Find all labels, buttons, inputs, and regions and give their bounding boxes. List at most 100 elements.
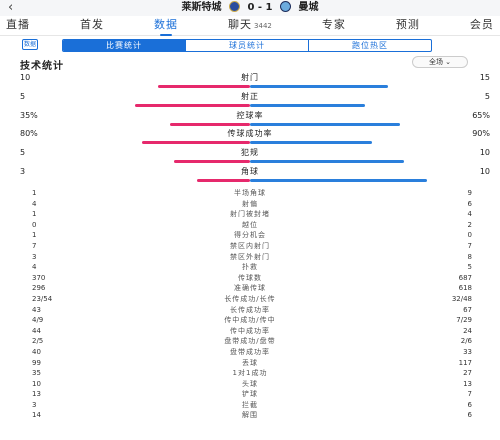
bar-stat-row: 10 射门 15 xyxy=(0,73,500,97)
home-value: 7 xyxy=(32,241,37,250)
away-value: 67 xyxy=(463,305,472,314)
home-value: 1 xyxy=(32,210,37,219)
away-value: 117 xyxy=(458,358,472,367)
home-value: 1 xyxy=(32,231,37,240)
away-bar-track xyxy=(250,141,480,145)
sub-tab[interactable]: 比赛统计 xyxy=(63,40,185,51)
home-value: 13 xyxy=(32,390,41,399)
stat-row: 1 半场角球 9 xyxy=(0,188,500,199)
stat-label: 射门被封堵 xyxy=(230,210,270,219)
stat-label: 1对1成功 xyxy=(232,369,268,378)
stat-row: 7 禁区内射门 7 xyxy=(0,241,500,252)
home-bar xyxy=(169,122,250,126)
stat-row: 370 传球数 687 xyxy=(0,273,500,284)
stat-row: 35 1对1成功 27 xyxy=(0,368,500,379)
away-bar-track xyxy=(250,160,480,164)
score: 0 - 1 xyxy=(247,2,273,13)
stat-label: 半场角球 xyxy=(234,189,266,197)
away-value: 5 xyxy=(467,263,472,272)
sub-tab[interactable]: 跑位热区 xyxy=(308,40,431,51)
stat-label: 射正 xyxy=(241,91,259,101)
nav-tab[interactable]: 首发 xyxy=(80,16,104,35)
away-bar-track xyxy=(250,179,480,182)
home-value: 3 xyxy=(32,252,37,261)
stat-label: 犯规 xyxy=(241,148,259,158)
home-bar-track xyxy=(20,122,250,126)
away-value: 24 xyxy=(463,326,472,335)
home-value: 14 xyxy=(32,411,41,420)
stat-row: 43 长传成功率 67 xyxy=(0,305,500,316)
away-bar xyxy=(250,141,372,145)
away-value: 2 xyxy=(467,220,472,229)
away-value: 6 xyxy=(467,199,472,208)
nav-tab[interactable]: 直播 xyxy=(6,16,30,35)
nav-tab[interactable]: 专家 xyxy=(322,16,346,35)
away-bar xyxy=(250,179,428,182)
nav-tab[interactable]: 数据 xyxy=(154,16,178,36)
away-value: 7/29 xyxy=(456,316,472,325)
stat-label: 控球率 xyxy=(236,110,264,120)
match-header: ‹ 莱斯特城 0 - 1 曼城 xyxy=(0,0,500,16)
stat-row: 4 射偏 6 xyxy=(0,199,500,210)
stat-label: 角球 xyxy=(241,167,259,176)
home-bar-track xyxy=(20,85,250,88)
home-team-name: 莱斯特城 xyxy=(181,2,222,13)
away-value: 33 xyxy=(463,347,472,356)
stat-row: 40 盘带成功率 33 xyxy=(0,347,500,358)
away-value: 7 xyxy=(467,241,472,250)
stats-chart-icon[interactable]: 数据 xyxy=(22,39,38,50)
away-bar-track xyxy=(250,85,480,88)
home-value: 10 xyxy=(20,73,31,82)
sub-tab-bar: 数据 比赛统计 球员统计 跑位热区 xyxy=(0,36,500,54)
scope-dropdown[interactable]: 全场 ⌄ xyxy=(412,56,468,68)
away-bar xyxy=(250,85,388,88)
stat-row: 1 得分机会 0 xyxy=(0,230,500,241)
away-bar xyxy=(250,103,365,107)
home-value: 3 xyxy=(20,167,26,176)
stat-row: 2/5 盘带成功/盘带 2/6 xyxy=(0,336,500,347)
main-nav: 直播 首发 数据 聊天 3442 专家 预测 会员 xyxy=(0,16,500,36)
detailed-stats-list: 1 半场角球 9 4 射偏 6 1 射门被封堵 4 0 越位 2 1 得分机会 0 7 禁区内射门 7 3 禁区外射门… xyxy=(0,188,500,421)
stat-label: 射偏 xyxy=(242,199,258,208)
home-value: 10 xyxy=(32,379,41,388)
stat-row: 296 准确传球 618 xyxy=(0,283,500,294)
home-bar xyxy=(141,141,250,145)
nav-tab[interactable]: 预测 xyxy=(396,16,420,35)
nav-tab[interactable]: 会员 xyxy=(470,16,494,35)
home-value: 99 xyxy=(32,358,41,367)
nav-tab-label: 首发 xyxy=(80,18,105,31)
back-icon[interactable]: ‹ xyxy=(8,0,14,15)
home-value: 4 xyxy=(32,263,37,272)
sub-tab[interactable]: 球员统计 xyxy=(185,40,308,51)
away-value: 13 xyxy=(463,379,472,388)
home-bar xyxy=(197,179,250,182)
chat-count-badge: 3442 xyxy=(254,22,272,30)
home-value: 43 xyxy=(32,305,41,314)
nav-tab[interactable]: 聊天 3442 xyxy=(228,16,272,35)
home-value: 2/5 xyxy=(32,337,44,346)
stat-row: 0 越位 2 xyxy=(0,220,500,231)
home-value: 1 xyxy=(32,189,37,197)
stat-label: 准确传球 xyxy=(234,284,266,293)
stat-label: 拦截 xyxy=(242,400,258,409)
away-value: 15 xyxy=(479,73,490,82)
home-value: 80% xyxy=(20,129,38,139)
stat-row: 4 扑救 5 xyxy=(0,262,500,273)
home-bar-track xyxy=(20,160,250,164)
stat-label: 越位 xyxy=(242,220,258,229)
away-value: 10 xyxy=(479,167,490,176)
match-scoreline: 莱斯特城 0 - 1 曼城 xyxy=(0,0,500,16)
section-title: 技术统计 xyxy=(20,61,64,72)
stat-label: 传球数 xyxy=(238,273,262,282)
away-value: 6 xyxy=(467,411,472,420)
stat-label: 扑救 xyxy=(242,263,258,272)
stat-label: 射门 xyxy=(241,73,259,82)
stat-row: 1 射门被封堵 4 xyxy=(0,209,500,220)
sub-tabs: 比赛统计 球员统计 跑位热区 xyxy=(62,39,432,52)
stat-label: 盘带成功率 xyxy=(230,347,270,356)
away-bar xyxy=(250,160,405,164)
nav-tab-label: 会员 xyxy=(469,18,494,31)
stat-label: 解围 xyxy=(242,411,258,420)
home-value: 4 xyxy=(32,199,37,208)
stat-row: 14 解围 6 xyxy=(0,410,500,421)
